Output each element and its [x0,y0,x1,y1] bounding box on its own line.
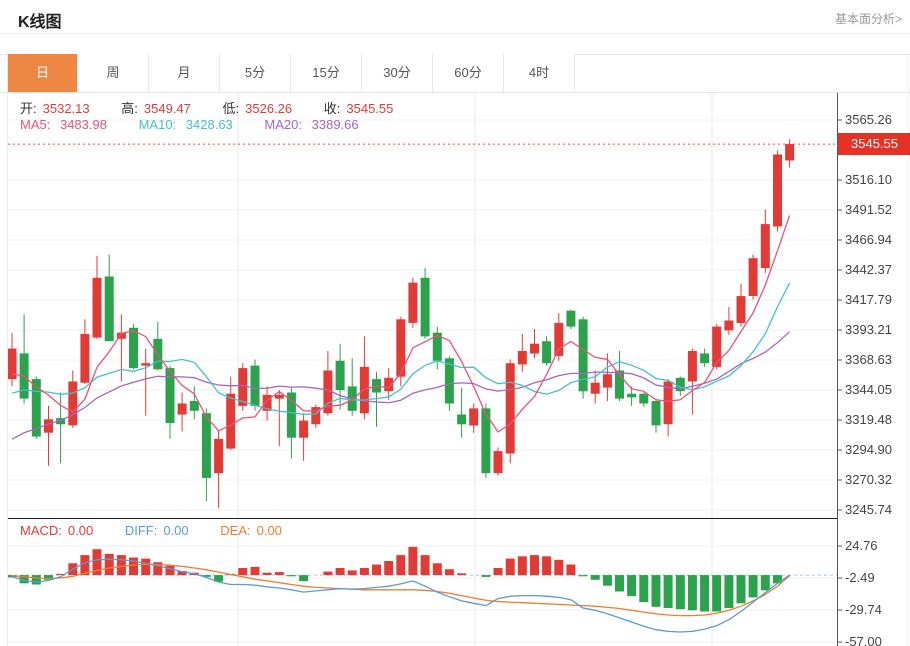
macd-row: MACD: 0.00 DIFF: 0.00 DEA: 0.00 [20,523,310,538]
tab-interval-5[interactable]: 30分 [362,54,433,92]
main-axis-tick-0: 3565.26 [845,112,892,127]
ma20-label: MA20: [264,117,302,132]
ma10-value: 3428.63 [185,117,233,132]
low-label: 低: [222,101,240,116]
close-value: 3545.55 [346,101,394,116]
main-axis-tick-9: 3344.05 [845,382,892,397]
tab-interval-4[interactable]: 15分 [291,54,362,92]
fundamental-analysis-link[interactable]: 基本面分析> [834,12,902,26]
dea-label: DEA: [220,523,251,538]
high-value: 3549.47 [143,101,191,116]
main-axis-tick-13: 3245.74 [845,502,892,517]
panel-left-border [7,54,8,646]
macd-axis-tick-3: -57.00 [845,634,882,646]
ohlc-row: 开: 3532.13 高: 3549.47 低: 3526.26 收: 3545.55 [20,98,421,117]
main-axis-tick-6: 3417.79 [845,292,892,307]
main-axis-tick-10: 3319.48 [845,412,892,427]
header-divider [0,33,910,34]
main-axis-tick-12: 3270.32 [845,472,892,487]
diff-label: DIFF: [124,523,158,538]
open-label: 开: [20,101,37,116]
macd-value: 0.00 [67,523,94,538]
tab-interval-0[interactable]: 日 [7,54,78,92]
tab-interval-6[interactable]: 60分 [433,54,504,92]
dea-value: 0.00 [256,523,282,538]
panel-right-border [908,54,909,646]
ma20-value: 3389.66 [311,117,359,132]
low-value: 3526.26 [245,101,293,116]
current-price-badge: 3545.55 [838,133,910,156]
interval-tabbar: 日周月 5分 15分 30分 60分 4时 [7,54,575,92]
ma5-value: 3483.98 [59,117,107,132]
main-axis-tick-7: 3393.21 [845,322,892,337]
macd-axis-tick-1: -2.49 [845,570,875,585]
tab-interval-3[interactable]: 5分 [220,54,291,92]
main-axis-tick-4: 3466.94 [845,232,892,247]
ma-row: MA5: 3483.98 MA10: 3428.63 MA20: 3389.66 [20,117,387,132]
tab-interval-2[interactable]: 月 [149,54,220,92]
open-value: 3532.13 [42,101,90,116]
tab-interval-1[interactable]: 周 [78,54,149,92]
macd-label: MACD: [20,523,62,538]
tabbar-bottom-border [0,92,910,93]
ma5-label: MA5: [20,117,51,132]
main-axis-tick-8: 3368.63 [845,352,892,367]
main-axis-tick-3: 3491.52 [845,202,892,217]
tab-interval-7[interactable]: 4时 [504,54,575,92]
page-title: K线图 [18,14,62,31]
high-label: 高: [121,101,138,116]
main-axis-tick-5: 3442.37 [845,262,892,277]
ma10-label: MA10: [138,117,177,132]
macd-axis-tick-2: -29.74 [845,602,882,617]
main-axis-tick-2: 3516.10 [845,172,892,187]
diff-value: 0.00 [163,523,189,538]
main-axis-tick-11: 3294.90 [845,442,892,457]
close-label: 收: [323,101,341,116]
macd-axis-tick-0: 24.76 [845,538,878,553]
